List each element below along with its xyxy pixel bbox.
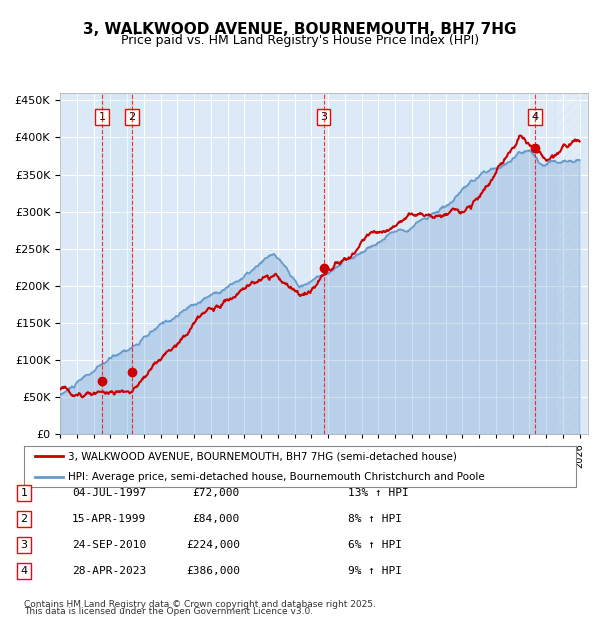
Bar (102, 93, 132, 434)
Text: 24-SEP-2010: 24-SEP-2010 (72, 540, 146, 550)
Text: 8% ↑ HPI: 8% ↑ HPI (348, 514, 402, 524)
Text: 6% ↑ HPI: 6% ↑ HPI (348, 540, 402, 550)
Text: £72,000: £72,000 (193, 488, 240, 498)
Text: Contains HM Land Registry data © Crown copyright and database right 2025.: Contains HM Land Registry data © Crown c… (24, 600, 376, 609)
Text: £84,000: £84,000 (193, 514, 240, 524)
Text: 3, WALKWOOD AVENUE, BOURNEMOUTH, BH7 7HG (semi-detached house): 3, WALKWOOD AVENUE, BOURNEMOUTH, BH7 7HG… (68, 451, 457, 461)
Text: 13% ↑ HPI: 13% ↑ HPI (348, 488, 409, 498)
Text: 4: 4 (531, 112, 538, 122)
Text: 2: 2 (128, 112, 136, 122)
Text: HPI: Average price, semi-detached house, Bournemouth Christchurch and Poole: HPI: Average price, semi-detached house,… (68, 472, 485, 482)
Text: 1: 1 (20, 488, 28, 498)
Text: £386,000: £386,000 (186, 566, 240, 576)
Text: 9% ↑ HPI: 9% ↑ HPI (348, 566, 402, 576)
Text: 28-APR-2023: 28-APR-2023 (72, 566, 146, 576)
Text: 3: 3 (20, 540, 28, 550)
Text: £224,000: £224,000 (186, 540, 240, 550)
Text: 3: 3 (320, 112, 327, 122)
Text: 15-APR-1999: 15-APR-1999 (72, 514, 146, 524)
Text: 2: 2 (20, 514, 28, 524)
Text: This data is licensed under the Open Government Licence v3.0.: This data is licensed under the Open Gov… (24, 607, 313, 616)
Text: Price paid vs. HM Land Registry's House Price Index (HPI): Price paid vs. HM Land Registry's House … (121, 34, 479, 47)
Text: 3, WALKWOOD AVENUE, BOURNEMOUTH, BH7 7HG: 3, WALKWOOD AVENUE, BOURNEMOUTH, BH7 7HG (83, 22, 517, 37)
Text: 4: 4 (20, 566, 28, 576)
Text: 04-JUL-1997: 04-JUL-1997 (72, 488, 146, 498)
Text: 1: 1 (98, 112, 106, 122)
